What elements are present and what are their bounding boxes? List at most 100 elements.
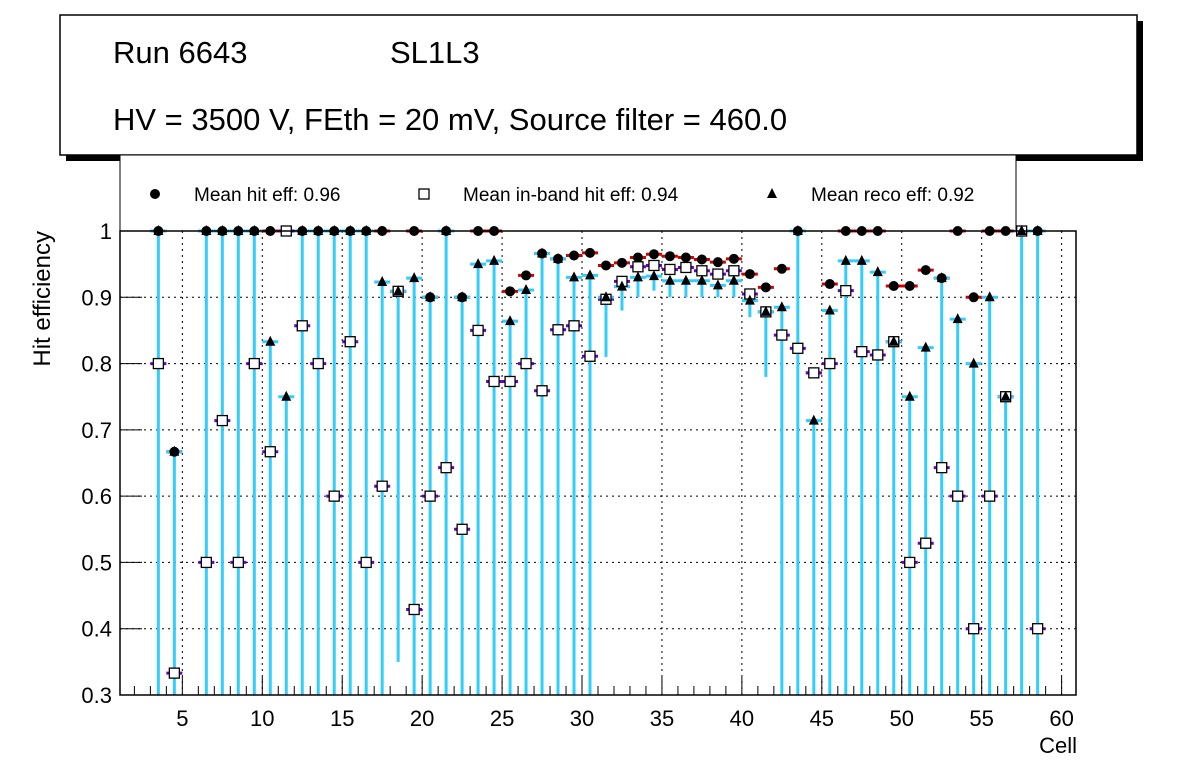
x-tick-label: 20 xyxy=(410,706,434,731)
data-point-triangle xyxy=(728,274,739,285)
data-point-open-square xyxy=(952,490,964,502)
data-point-open-square xyxy=(648,259,660,272)
data-point-open-square xyxy=(632,261,644,273)
legend-box xyxy=(119,154,1017,232)
x-axis-label: Cell xyxy=(1039,733,1077,758)
data-point-open-square xyxy=(552,324,564,336)
data-point-open-square xyxy=(872,349,884,361)
legend-marker-triangle xyxy=(767,188,777,198)
data-point-triangle xyxy=(888,335,899,346)
data-point-open-square xyxy=(776,329,788,341)
data-point-triangle xyxy=(1032,225,1043,235)
data-point-open-square xyxy=(312,357,324,370)
data-point-open-square xyxy=(456,523,468,535)
data-point-open-square xyxy=(728,265,740,277)
data-point-triangle xyxy=(776,301,787,312)
data-point-circle xyxy=(888,281,899,292)
x-tick-label: 50 xyxy=(890,706,914,731)
x-tick-label: 55 xyxy=(969,706,993,731)
x-tick-label: 40 xyxy=(730,706,754,731)
data-point-open-square xyxy=(1031,623,1044,635)
data-point-open-square xyxy=(904,556,916,569)
data-point-circle xyxy=(968,292,979,303)
data-point-circle xyxy=(569,250,580,261)
data-point-triangle xyxy=(968,357,979,368)
data-point-open-square xyxy=(472,324,484,337)
data-point-open-square xyxy=(376,480,388,492)
data-point-open-square xyxy=(408,603,420,616)
data-point-open-square xyxy=(440,461,452,474)
data-point-open-square xyxy=(520,357,532,370)
data-point-open-square xyxy=(344,336,356,348)
data-point-triangle xyxy=(952,313,963,324)
legend-marker-circle xyxy=(150,189,160,199)
data-point-triangle xyxy=(409,272,420,283)
conditions-label: HV = 3500 V, FEth = 20 mV, Source filter… xyxy=(113,102,787,137)
data-point-triangle xyxy=(233,225,244,235)
run-label: Run 6643 xyxy=(113,35,247,70)
data-point-open-square xyxy=(168,667,181,679)
data-point-open-square xyxy=(360,556,372,569)
data-point-open-square xyxy=(200,556,212,569)
legend-entry: Mean in-band hit eff: 0.94 xyxy=(463,185,679,206)
data-point-circle xyxy=(600,260,611,271)
data-point-triangle xyxy=(425,291,436,302)
data-point-triangle xyxy=(217,225,228,235)
data-point-triangle xyxy=(345,225,356,235)
data-point-open-square xyxy=(824,357,836,370)
data-point-triangle xyxy=(904,390,915,401)
data-point-open-square xyxy=(424,490,436,502)
data-point-triangle xyxy=(153,225,164,235)
data-point-circle xyxy=(521,270,532,281)
legend-marker-open-square xyxy=(418,188,430,200)
x-tick-label: 35 xyxy=(650,706,674,731)
data-point-triangle xyxy=(664,274,675,285)
data-point-triangle xyxy=(297,225,308,235)
data-point-triangle xyxy=(856,254,867,265)
data-point-open-square xyxy=(504,375,516,388)
data-point-triangle xyxy=(473,258,484,269)
data-point-triangle xyxy=(553,252,564,263)
x-tick-label: 60 xyxy=(1049,706,1073,731)
data-point-triangle xyxy=(1016,225,1027,235)
data-point-circle xyxy=(776,263,787,274)
data-point-triangle xyxy=(648,270,659,281)
data-point-triangle xyxy=(920,341,931,352)
data-point-circle xyxy=(696,254,707,265)
data-point-open-square xyxy=(152,357,165,370)
y-tick-label: 0.9 xyxy=(81,285,112,310)
y-tick-label: 0.7 xyxy=(81,418,112,443)
data-point-triangle xyxy=(696,274,707,285)
data-point-triangle xyxy=(680,274,691,285)
data-point-triangle xyxy=(521,283,532,294)
data-point-circle xyxy=(664,251,675,262)
data-point-open-square xyxy=(712,268,724,280)
data-point-triangle xyxy=(792,225,803,235)
data-point-open-square xyxy=(488,375,500,388)
data-point-open-square xyxy=(216,414,228,427)
data-point-circle xyxy=(760,282,771,293)
data-point-open-square xyxy=(248,357,260,370)
data-point-triangle xyxy=(505,315,516,326)
data-point-open-square xyxy=(680,261,692,274)
data-point-circle xyxy=(648,249,659,260)
data-point-open-square xyxy=(840,285,852,297)
data-point-triangle xyxy=(169,445,180,456)
data-point-circle xyxy=(632,252,643,263)
y-tick-label: 0.5 xyxy=(81,550,112,575)
data-point-open-square xyxy=(936,461,948,474)
x-tick-label: 45 xyxy=(810,706,834,731)
data-point-triangle xyxy=(537,247,548,258)
data-point-open-square xyxy=(584,350,596,362)
data-point-circle xyxy=(712,257,723,268)
data-point-open-square xyxy=(664,263,676,276)
x-tick-label: 30 xyxy=(570,706,594,731)
data-point-triangle xyxy=(441,225,452,235)
data-point-circle xyxy=(680,252,691,263)
data-point-triangle xyxy=(457,291,468,302)
data-marks xyxy=(150,225,1046,695)
data-point-triangle xyxy=(616,280,627,291)
axes: 5 10 15 20 25 30 35 40 45 50 55 60 0.3 0.4 0.5 0.6 0.7 0.… xyxy=(81,219,1073,731)
